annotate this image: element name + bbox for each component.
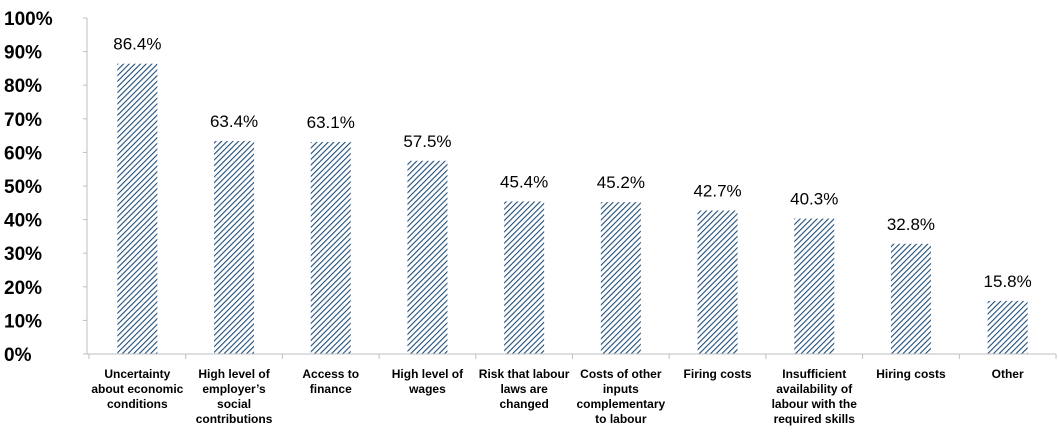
bar	[794, 218, 835, 354]
data-label: 42.7%	[693, 182, 741, 201]
x-tick-label: Other	[992, 367, 1024, 381]
y-tick-label: 80%	[4, 76, 42, 97]
y-tick-label: 20%	[4, 278, 42, 299]
x-tick-label: High level of employer’s social contributio…	[196, 367, 273, 426]
x-tick-label: Access to finance	[302, 367, 359, 396]
y-tick-label: 30%	[4, 244, 42, 265]
x-tick-label: Hiring costs	[876, 367, 946, 381]
bar	[697, 210, 738, 354]
x-tick-label: Uncertainty about economic conditions	[91, 367, 183, 411]
data-label: 57.5%	[403, 132, 451, 151]
bar	[117, 63, 158, 355]
y-tick-label: 0%	[4, 345, 32, 366]
bar	[504, 201, 545, 354]
data-label: 86.4%	[113, 35, 161, 54]
data-label: 45.2%	[597, 173, 645, 192]
y-tick-label: 50%	[4, 177, 42, 198]
y-tick-label: 90%	[4, 43, 42, 64]
data-label: 45.4%	[500, 172, 548, 191]
bar	[214, 140, 255, 354]
y-tick-label: 100%	[4, 9, 53, 30]
y-axis: 0% 10% 20% 30% 40% 50% 60% 70% 80% 90% 100%	[4, 9, 88, 366]
bar	[890, 243, 931, 354]
bar	[600, 202, 641, 354]
data-labels: 86.4% 63.4% 63.1% 57.5% 45.4% 45.2% 42.7% 40.3%…	[113, 35, 1032, 291]
x-tick-label: Risk that labour laws are changed	[479, 367, 570, 411]
bar	[987, 300, 1028, 354]
y-tick-label: 10%	[4, 311, 42, 332]
x-axis: Uncertainty about economic conditions High …	[87, 353, 1057, 426]
y-tick-label: 40%	[4, 211, 42, 232]
y-tick-label: 60%	[4, 143, 42, 164]
bars	[117, 63, 1028, 355]
data-label: 40.3%	[790, 190, 838, 209]
data-label: 63.1%	[307, 113, 355, 132]
bar	[310, 141, 351, 354]
data-label: 32.8%	[887, 215, 935, 234]
data-label: 63.4%	[210, 112, 258, 131]
y-tick-label: 70%	[4, 110, 42, 131]
x-tick-label: Costs of other inputs complementary to labo…	[576, 367, 665, 426]
data-label: 15.8%	[984, 272, 1032, 291]
bar	[407, 160, 448, 354]
x-tick-label: Insufficient availability of labour with t…	[772, 367, 858, 426]
x-tick-label: Firing costs	[684, 367, 752, 381]
x-tick-label: High level of wages	[392, 367, 464, 396]
